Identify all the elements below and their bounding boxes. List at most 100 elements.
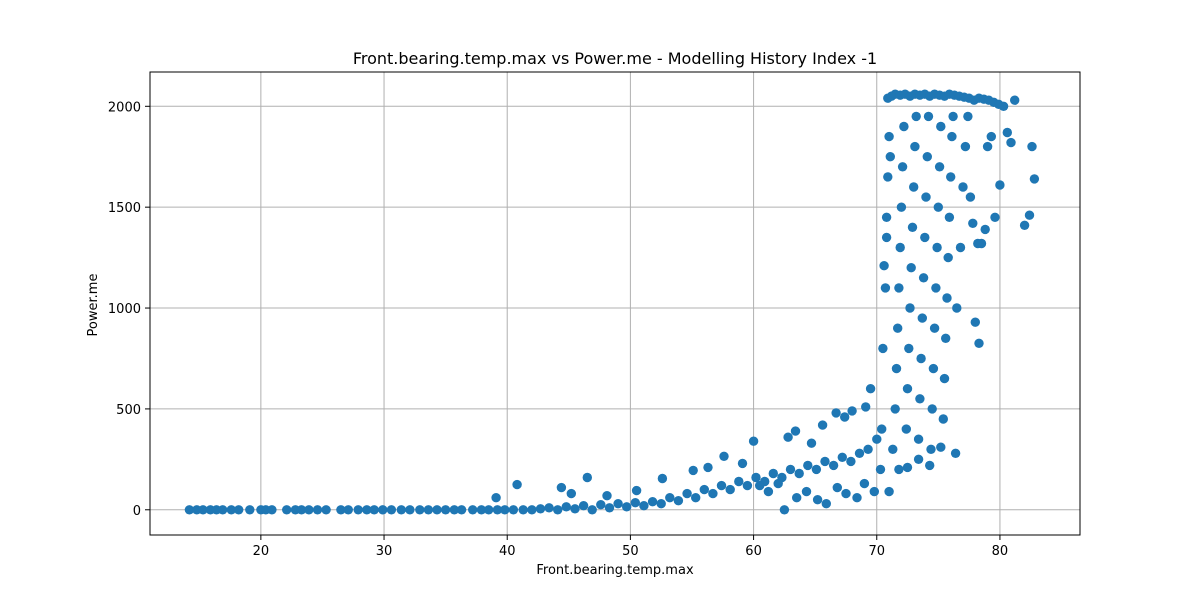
scatter-point <box>218 505 228 515</box>
scatter-point <box>878 343 888 354</box>
x-axis-ticks: 20 30 40 50 60 70 80 <box>253 535 1009 559</box>
scatter-point <box>931 283 941 293</box>
scatter-point <box>947 131 957 142</box>
scatter-point <box>794 468 804 479</box>
scatter-point <box>828 460 839 471</box>
scatter-point <box>928 363 939 374</box>
scatter-point <box>884 486 894 497</box>
scatter-point <box>657 473 668 484</box>
scatter-point <box>820 456 830 467</box>
plot-frame <box>149 71 1081 536</box>
scatter-point <box>990 212 1000 222</box>
scatter-point <box>321 505 331 515</box>
scatter-point <box>492 505 503 515</box>
scatter-point <box>198 505 208 515</box>
scatter-point <box>995 180 1005 190</box>
scatter-point <box>939 373 950 384</box>
scatter-point <box>768 468 778 479</box>
scatter-point <box>386 505 397 515</box>
scatter-point <box>748 436 759 446</box>
scatter-point <box>362 505 372 515</box>
scatter-point <box>234 505 244 515</box>
scatter-point <box>901 424 911 434</box>
scatter-point <box>837 452 847 462</box>
scatter-point <box>556 482 567 493</box>
scatter-point <box>821 499 831 509</box>
scatter-point <box>895 242 905 253</box>
scatter-point <box>570 504 580 514</box>
scatter-point <box>587 505 597 515</box>
scatter-point <box>245 505 255 515</box>
scatter-point <box>963 111 973 122</box>
scatter-point <box>910 141 920 152</box>
scatter-point <box>917 313 927 323</box>
x-tick-label: 50 <box>622 544 639 559</box>
scatter-point <box>719 451 729 461</box>
scatter-point <box>913 454 924 464</box>
scatter-point <box>544 503 554 513</box>
scatter-point <box>980 224 990 235</box>
scatter-point <box>893 323 903 333</box>
scatter-point <box>888 444 898 454</box>
scatter-point <box>267 505 277 515</box>
scatter-point <box>415 505 425 515</box>
scatter-point <box>929 323 940 333</box>
scatter-point <box>832 482 842 493</box>
scatter-point <box>801 486 812 497</box>
chart-title: Front.bearing.temp.max vs Power.me - Mod… <box>353 49 877 68</box>
x-tick-label: 80 <box>992 544 1009 559</box>
scatter-point <box>859 478 870 489</box>
scatter-point <box>920 232 930 243</box>
x-tick-label: 20 <box>253 544 270 559</box>
scatter-point <box>792 493 802 503</box>
scatter-point <box>336 505 346 515</box>
scatter-point <box>875 464 886 475</box>
scatter-point <box>553 505 563 515</box>
scatter-point <box>527 505 537 515</box>
scatter-point <box>976 238 987 249</box>
scatter-point <box>665 493 675 503</box>
scatter-point <box>907 222 918 232</box>
scatter-point <box>1006 137 1016 148</box>
scatter-point <box>596 500 606 510</box>
scatter-point <box>944 212 955 222</box>
scatter-point <box>982 141 993 152</box>
scatter-point <box>491 493 501 503</box>
scatter-point <box>716 480 727 491</box>
scatter-point <box>854 448 865 458</box>
scatter-point <box>927 404 937 414</box>
scatter-point <box>852 493 862 503</box>
scatter-point <box>923 111 934 122</box>
scatter-point <box>602 491 612 501</box>
y-axis-label: Power.me <box>86 274 101 337</box>
y-tick-label: 1000 <box>108 302 141 317</box>
scatter-point <box>897 162 908 172</box>
scatter-point <box>566 488 576 499</box>
scatter-point <box>905 303 915 313</box>
scatter-point <box>896 202 907 212</box>
scatter-point <box>512 479 522 490</box>
scatter-point <box>396 505 406 515</box>
scatter-point <box>779 505 790 515</box>
scatter-point <box>1029 174 1040 184</box>
scatter-point <box>699 484 709 495</box>
scatter-point <box>942 293 952 303</box>
scatter-point <box>998 101 1009 112</box>
scatter-point <box>906 263 916 273</box>
scatter-point <box>806 438 817 448</box>
scatter-point <box>440 505 451 515</box>
scatter-point <box>840 412 850 422</box>
x-tick-label: 60 <box>745 544 762 559</box>
scatter-point <box>926 444 936 454</box>
scatter-point <box>891 363 902 374</box>
y-axis-ticks: 0 500 1000 1500 2000 <box>108 100 150 519</box>
scatter-point <box>673 496 684 506</box>
scatter-point <box>631 485 642 496</box>
x-tick-label: 40 <box>499 544 516 559</box>
x-tick-label: 30 <box>376 544 393 559</box>
scatter-point <box>811 464 822 475</box>
scatter-point <box>343 505 353 515</box>
y-tick-label: 0 <box>133 504 141 519</box>
scatter-point <box>932 242 942 253</box>
